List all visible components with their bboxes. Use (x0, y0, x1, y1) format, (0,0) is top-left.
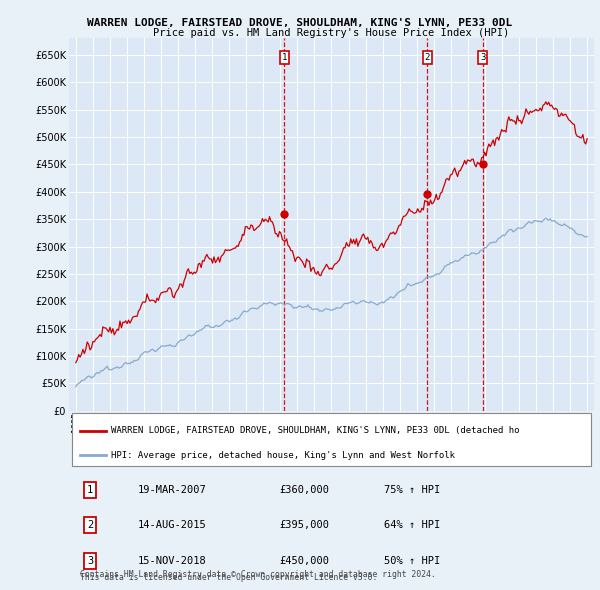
Text: 1: 1 (281, 53, 287, 62)
Text: £450,000: £450,000 (279, 556, 329, 566)
Text: 2: 2 (87, 520, 93, 530)
Text: £395,000: £395,000 (279, 520, 329, 530)
Text: 14-AUG-2015: 14-AUG-2015 (137, 520, 206, 530)
Text: Contains HM Land Registry data © Crown copyright and database right 2024.: Contains HM Land Registry data © Crown c… (79, 570, 436, 579)
Text: 15-NOV-2018: 15-NOV-2018 (137, 556, 206, 566)
FancyBboxPatch shape (71, 414, 592, 466)
Text: 19-MAR-2007: 19-MAR-2007 (137, 484, 206, 494)
Text: 75% ↑ HPI: 75% ↑ HPI (384, 484, 440, 494)
Text: £360,000: £360,000 (279, 484, 329, 494)
Text: This data is licensed under the Open Government Licence v3.0.: This data is licensed under the Open Gov… (79, 573, 377, 582)
Text: 2: 2 (425, 53, 430, 62)
Text: 64% ↑ HPI: 64% ↑ HPI (384, 520, 440, 530)
Title: Price paid vs. HM Land Registry's House Price Index (HPI): Price paid vs. HM Land Registry's House … (154, 28, 509, 38)
Text: WARREN LODGE, FAIRSTEAD DROVE, SHOULDHAM, KING'S LYNN, PE33 0DL (detached ho: WARREN LODGE, FAIRSTEAD DROVE, SHOULDHAM… (111, 426, 520, 435)
Text: WARREN LODGE, FAIRSTEAD DROVE, SHOULDHAM, KING'S LYNN, PE33 0DL: WARREN LODGE, FAIRSTEAD DROVE, SHOULDHAM… (88, 18, 512, 28)
Text: HPI: Average price, detached house, King's Lynn and West Norfolk: HPI: Average price, detached house, King… (111, 451, 455, 460)
Text: 50% ↑ HPI: 50% ↑ HPI (384, 556, 440, 566)
Text: 1: 1 (87, 484, 93, 494)
Text: 3: 3 (87, 556, 93, 566)
Text: 3: 3 (480, 53, 485, 62)
